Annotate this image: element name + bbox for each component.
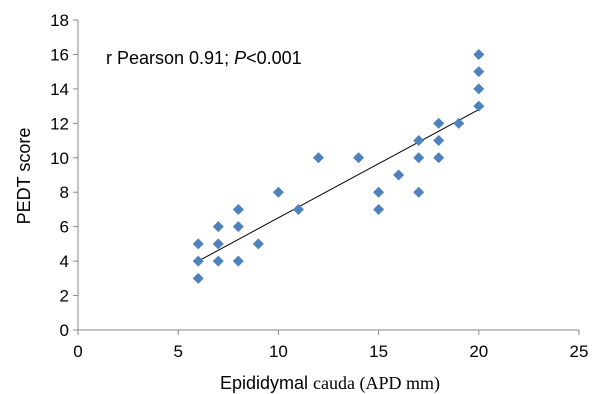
trend-line [198,109,480,262]
data-point [212,221,224,233]
data-point [312,152,324,164]
data-point [433,135,445,147]
y-tick-label: 4 [60,252,69,271]
data-point [232,255,244,267]
data-point [272,186,284,198]
y-tick-label: 0 [60,321,69,340]
data-point [353,152,365,164]
data-point [393,169,405,181]
annotation-prefix: r Pearson 0.91; [106,48,234,68]
x-tick-label: 20 [469,342,488,361]
x-axis-label-rest: cauda (APD mm) [313,373,440,394]
y-tick-label: 18 [50,11,69,30]
tick-labels: 0 2 4 6 8 10 12 14 16 18 0 5 10 15 20 25 [50,11,588,361]
data-points [192,48,485,284]
y-tick-label: 16 [50,45,69,64]
x-axis-label-main: Epididymal [220,373,313,393]
y-tick-label: 8 [60,183,69,202]
data-point [192,238,204,250]
data-point [192,255,204,267]
data-point [232,203,244,215]
data-point [453,117,465,129]
data-point [473,66,485,78]
tick-marks [73,19,580,335]
data-point [192,272,204,284]
x-axis-label: Epididymal cauda (APD mm) [220,373,440,394]
x-tick-label: 25 [570,342,589,361]
data-point [252,238,264,250]
data-point [212,238,224,250]
data-point [292,203,304,215]
x-tick-label: 0 [73,342,82,361]
data-point [413,135,425,147]
x-tick-label: 10 [269,342,288,361]
data-point [473,100,485,112]
data-point [473,83,485,95]
data-point [373,186,385,198]
data-point [433,117,445,129]
correlation-annotation: r Pearson 0.91; P<0.001 [106,48,302,68]
y-tick-label: 12 [50,114,69,133]
y-tick-label: 10 [50,149,69,168]
y-tick-label: 6 [60,218,69,237]
data-point [413,152,425,164]
data-point [433,152,445,164]
data-point [473,48,485,60]
data-point [212,255,224,267]
x-tick-label: 5 [173,342,182,361]
y-tick-label: 14 [50,80,69,99]
annotation-suffix: <0.001 [246,48,302,68]
annotation-p: P [234,48,246,68]
y-axis-label: PEDT score [14,128,34,225]
x-tick-label: 15 [369,342,388,361]
data-point [413,186,425,198]
data-point [232,221,244,233]
axes [77,20,579,331]
data-point [373,203,385,215]
y-tick-label: 2 [60,287,69,306]
